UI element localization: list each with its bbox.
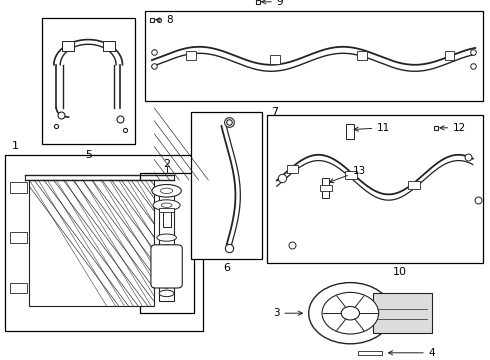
Text: 12: 12 xyxy=(440,123,466,133)
Ellipse shape xyxy=(160,245,172,252)
Bar xyxy=(346,124,354,139)
Text: 2: 2 xyxy=(163,159,170,169)
Circle shape xyxy=(322,292,379,334)
Bar xyxy=(345,171,357,179)
Text: 5: 5 xyxy=(85,150,92,160)
Ellipse shape xyxy=(160,202,172,209)
Bar xyxy=(5,155,203,331)
Text: 1: 1 xyxy=(12,141,19,151)
Text: 10: 10 xyxy=(392,267,406,277)
Text: 3: 3 xyxy=(272,308,302,318)
Bar xyxy=(373,293,432,333)
Bar xyxy=(10,283,27,293)
Circle shape xyxy=(309,283,392,344)
Text: 6: 6 xyxy=(223,263,230,273)
Ellipse shape xyxy=(160,188,172,193)
Text: 11: 11 xyxy=(354,123,391,133)
Bar xyxy=(140,173,194,313)
Bar xyxy=(191,112,262,259)
Ellipse shape xyxy=(159,290,174,297)
Bar xyxy=(186,51,196,60)
Ellipse shape xyxy=(161,203,172,207)
Text: 9: 9 xyxy=(262,0,284,7)
Bar xyxy=(320,185,332,191)
Bar xyxy=(163,211,171,227)
Text: 4: 4 xyxy=(389,348,436,358)
Bar xyxy=(357,51,367,60)
Text: 13: 13 xyxy=(329,166,366,183)
Ellipse shape xyxy=(153,200,180,211)
Bar xyxy=(10,182,27,193)
Bar xyxy=(29,180,154,306)
FancyBboxPatch shape xyxy=(151,245,182,288)
Bar xyxy=(270,55,280,64)
Ellipse shape xyxy=(157,234,176,241)
Bar xyxy=(444,51,454,60)
Bar xyxy=(42,18,135,144)
Text: 7: 7 xyxy=(271,107,278,117)
Bar xyxy=(287,165,298,173)
Bar xyxy=(159,185,174,301)
Bar xyxy=(103,41,115,51)
Bar xyxy=(62,41,74,51)
Bar xyxy=(145,11,483,101)
Text: 8: 8 xyxy=(156,15,173,25)
Bar xyxy=(408,181,420,189)
Bar xyxy=(267,115,483,263)
Bar xyxy=(358,351,382,355)
Ellipse shape xyxy=(160,281,172,288)
Circle shape xyxy=(341,306,360,320)
Ellipse shape xyxy=(152,184,181,197)
Bar xyxy=(10,232,27,243)
Bar xyxy=(159,208,174,212)
Bar xyxy=(322,178,329,198)
